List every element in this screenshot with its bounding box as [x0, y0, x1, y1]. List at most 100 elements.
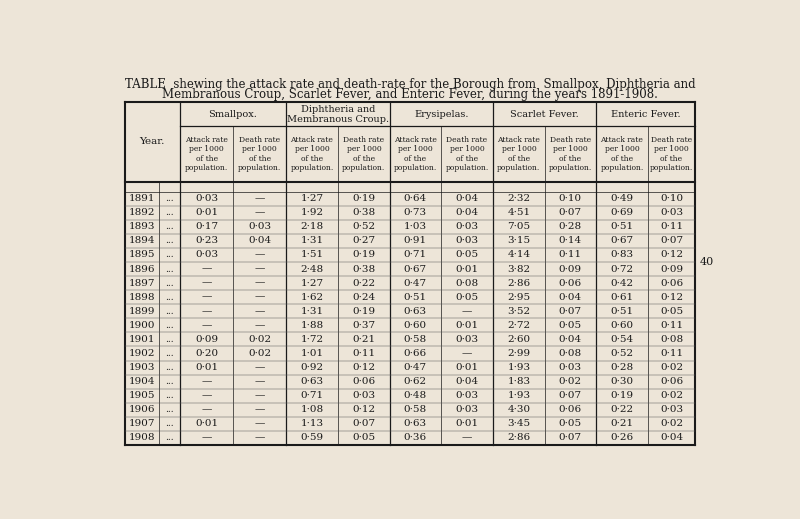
- Text: 0·22: 0·22: [610, 405, 634, 414]
- Text: ...: ...: [165, 222, 174, 231]
- Text: 0·36: 0·36: [404, 433, 427, 442]
- Text: 0·03: 0·03: [660, 208, 683, 217]
- Text: Smallpox.: Smallpox.: [209, 110, 258, 119]
- Text: 2·86: 2·86: [507, 279, 530, 288]
- Text: 0·04: 0·04: [559, 335, 582, 344]
- Text: 0·03: 0·03: [455, 236, 478, 245]
- Text: 0·23: 0·23: [195, 236, 218, 245]
- Text: 0·04: 0·04: [455, 208, 478, 217]
- Text: —: —: [254, 377, 265, 386]
- Text: 0·19: 0·19: [610, 391, 634, 400]
- Text: —: —: [254, 194, 265, 203]
- Text: 0·69: 0·69: [610, 208, 634, 217]
- Text: ...: ...: [165, 321, 174, 330]
- Text: —: —: [202, 307, 212, 316]
- Text: 1·27: 1·27: [301, 279, 323, 288]
- Text: 0·01: 0·01: [195, 208, 218, 217]
- Text: 0·19: 0·19: [352, 307, 375, 316]
- Text: 0·03: 0·03: [195, 194, 218, 203]
- Text: 0·03: 0·03: [455, 391, 478, 400]
- Text: 0·07: 0·07: [559, 433, 582, 442]
- Text: 1·13: 1·13: [301, 419, 323, 428]
- Text: ...: ...: [165, 377, 174, 386]
- Text: 0·47: 0·47: [404, 279, 427, 288]
- Text: —: —: [202, 405, 212, 414]
- Text: 2·60: 2·60: [507, 335, 530, 344]
- Text: 0·02: 0·02: [559, 377, 582, 386]
- Text: Erysipelas.: Erysipelas.: [414, 110, 469, 119]
- Text: 0·05: 0·05: [352, 433, 375, 442]
- Text: 2·72: 2·72: [507, 321, 530, 330]
- Text: Attack rate
per 1000
of the
population.: Attack rate per 1000 of the population.: [185, 136, 228, 172]
- Text: 0·10: 0·10: [559, 194, 582, 203]
- Text: 0·72: 0·72: [610, 265, 634, 274]
- Text: 0·03: 0·03: [559, 363, 582, 372]
- Text: 0·05: 0·05: [455, 251, 478, 260]
- Text: 0·01: 0·01: [455, 419, 478, 428]
- Text: 0·11: 0·11: [660, 349, 683, 358]
- Text: 0·20: 0·20: [195, 349, 218, 358]
- Text: ...: ...: [165, 391, 174, 400]
- Text: 0·60: 0·60: [610, 321, 634, 330]
- Text: —: —: [254, 363, 265, 372]
- Text: 1899: 1899: [129, 307, 155, 316]
- Text: 0·22: 0·22: [352, 279, 375, 288]
- Text: 1·27: 1·27: [301, 194, 323, 203]
- Text: 0·12: 0·12: [660, 251, 683, 260]
- Text: 0·63: 0·63: [301, 377, 323, 386]
- Text: 0·02: 0·02: [660, 363, 683, 372]
- Text: 1903: 1903: [129, 363, 155, 372]
- Text: ...: ...: [165, 236, 174, 245]
- Text: 0·60: 0·60: [404, 321, 427, 330]
- Text: 0·48: 0·48: [404, 391, 427, 400]
- Text: TABLE  shewing the attack rate and death-rate for the Borough from  Smallpox, Di: TABLE shewing the attack rate and death-…: [125, 78, 695, 91]
- Text: 0·38: 0·38: [352, 265, 375, 274]
- Text: Year.: Year.: [140, 138, 165, 146]
- Text: 0·62: 0·62: [404, 377, 427, 386]
- Text: 0·06: 0·06: [660, 377, 683, 386]
- Text: 0·04: 0·04: [660, 433, 683, 442]
- Text: 0·19: 0·19: [352, 251, 375, 260]
- Text: 1·08: 1·08: [301, 405, 323, 414]
- Text: Attack rate
per 1000
of the
population.: Attack rate per 1000 of the population.: [600, 136, 643, 172]
- Text: 0·12: 0·12: [352, 405, 375, 414]
- Text: 1·88: 1·88: [301, 321, 323, 330]
- Text: —: —: [254, 279, 265, 288]
- Text: ...: ...: [165, 251, 174, 260]
- Text: ...: ...: [165, 419, 174, 428]
- Text: 1893: 1893: [129, 222, 155, 231]
- Text: 2·32: 2·32: [507, 194, 530, 203]
- Text: 1905: 1905: [129, 391, 155, 400]
- Text: 0·26: 0·26: [610, 433, 634, 442]
- Text: —: —: [254, 391, 265, 400]
- Text: 0·42: 0·42: [610, 279, 634, 288]
- Text: —: —: [202, 391, 212, 400]
- Text: 0·17: 0·17: [195, 222, 218, 231]
- Text: —: —: [202, 377, 212, 386]
- Text: 2·86: 2·86: [507, 433, 530, 442]
- Text: 0·52: 0·52: [610, 349, 634, 358]
- Text: 2·18: 2·18: [301, 222, 323, 231]
- Text: 0·09: 0·09: [660, 265, 683, 274]
- Text: ...: ...: [165, 194, 174, 203]
- Text: 0·05: 0·05: [660, 307, 683, 316]
- Text: —: —: [254, 321, 265, 330]
- Text: 0·04: 0·04: [559, 293, 582, 302]
- Text: 0·03: 0·03: [455, 222, 478, 231]
- Text: 1892: 1892: [129, 208, 155, 217]
- Text: 7·05: 7·05: [507, 222, 530, 231]
- Text: Death rate
per 1000
of the
population.: Death rate per 1000 of the population.: [549, 136, 592, 172]
- Text: 0·54: 0·54: [610, 335, 634, 344]
- Text: 1·03: 1·03: [404, 222, 427, 231]
- Text: 0·10: 0·10: [660, 194, 683, 203]
- Text: 3·15: 3·15: [507, 236, 530, 245]
- Text: 2·99: 2·99: [507, 349, 530, 358]
- Text: 0·12: 0·12: [660, 293, 683, 302]
- Text: ...: ...: [165, 349, 174, 358]
- Text: 0·06: 0·06: [559, 279, 582, 288]
- Text: 2·95: 2·95: [507, 293, 530, 302]
- Text: 0·07: 0·07: [559, 307, 582, 316]
- Text: 0·71: 0·71: [301, 391, 323, 400]
- Text: 0·03: 0·03: [352, 391, 375, 400]
- Text: 0·47: 0·47: [404, 363, 427, 372]
